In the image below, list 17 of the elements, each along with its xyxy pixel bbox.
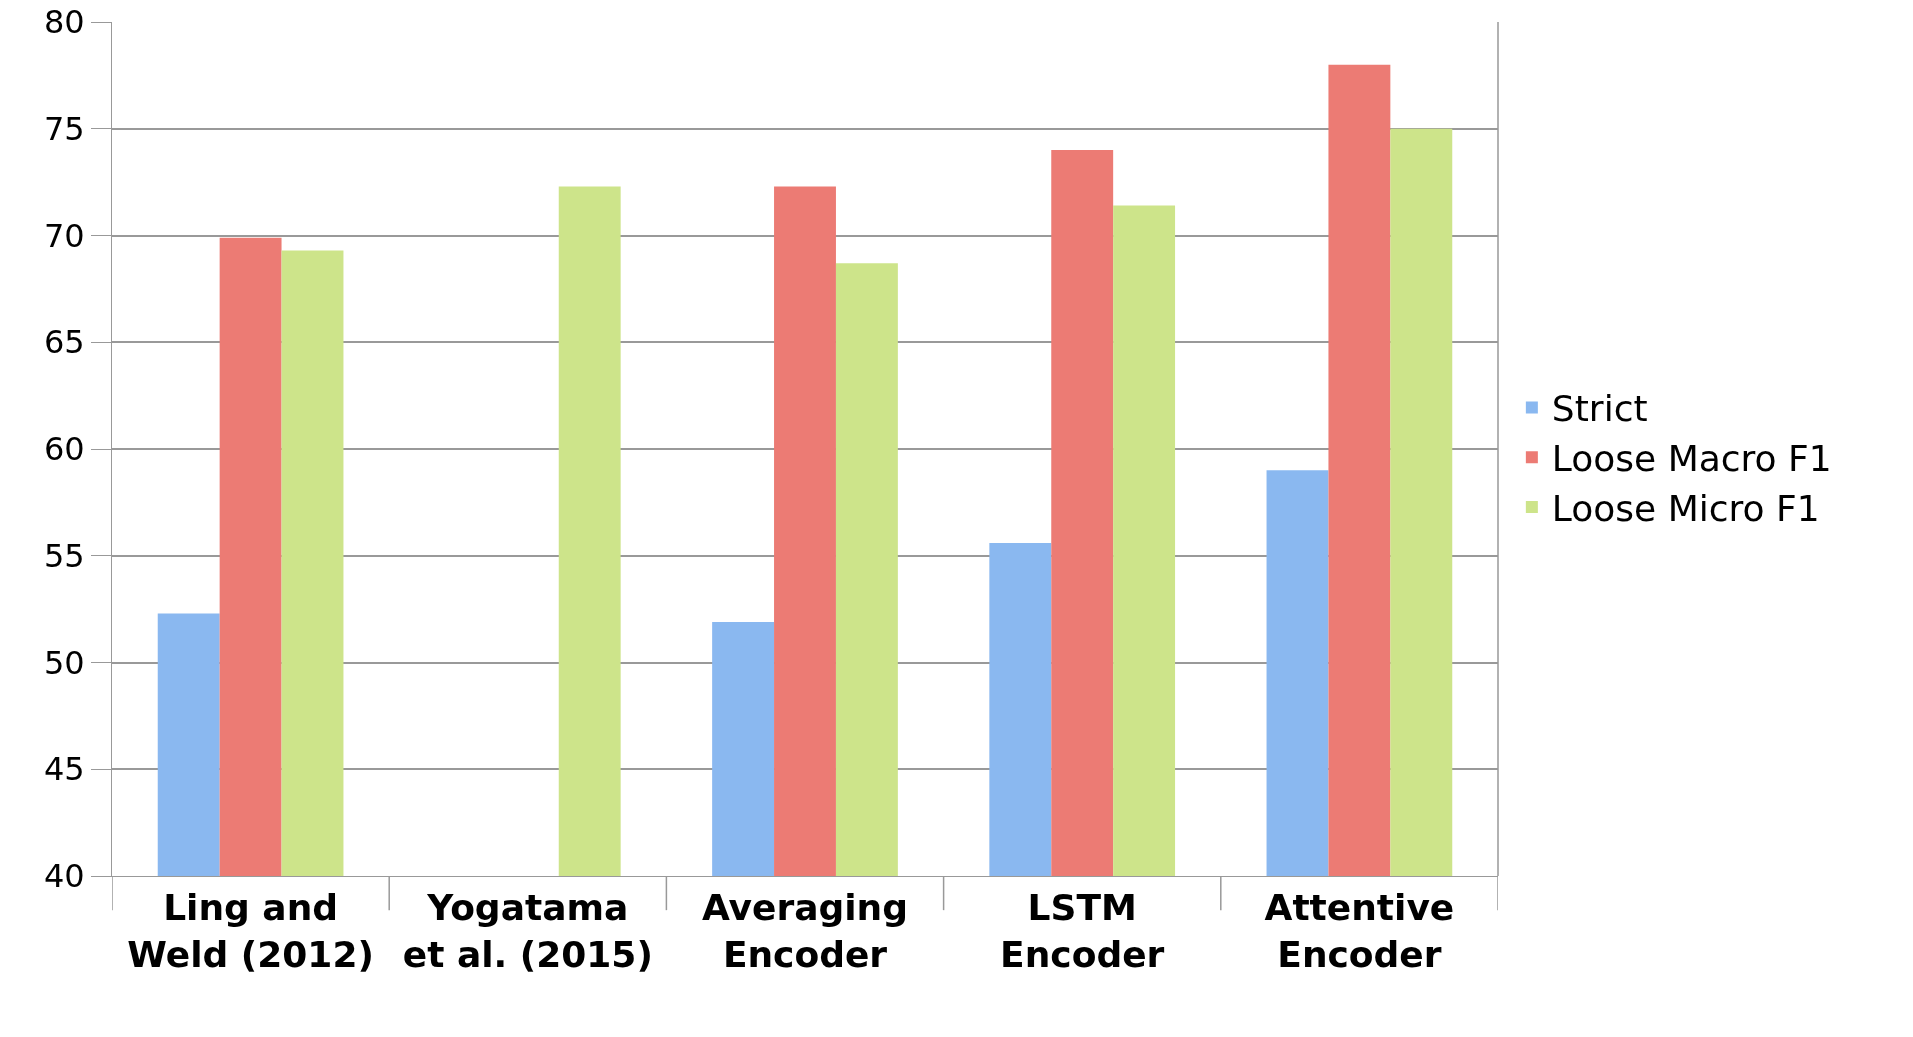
legend-label: Strict — [1551, 388, 1648, 430]
x-tick-label: Ling and Weld (2012) — [127, 887, 374, 975]
y-tick-label: 80 — [43, 3, 85, 42]
legend-label: Loose Macro F1 — [1551, 438, 1832, 480]
y-tick-label: 55 — [43, 536, 85, 575]
y-tick-label: 65 — [43, 323, 85, 362]
y-tick-label: 60 — [43, 430, 85, 469]
y-tick-label: 75 — [43, 109, 85, 148]
x-tick-label: Yogatama et al. (2015) — [402, 887, 653, 975]
y-tick-label: 50 — [43, 643, 85, 682]
legend-label: Loose Micro F1 — [1551, 488, 1820, 530]
x-tick-label: Attentive Encoder — [1264, 887, 1455, 975]
y-tick-label: 70 — [43, 216, 85, 255]
y-tick-label: 45 — [43, 750, 85, 789]
y-tick-label: 40 — [43, 857, 85, 896]
x-tick-label: Averaging Encoder — [701, 887, 909, 975]
x-tick-label: LSTM Encoder — [1000, 887, 1165, 975]
